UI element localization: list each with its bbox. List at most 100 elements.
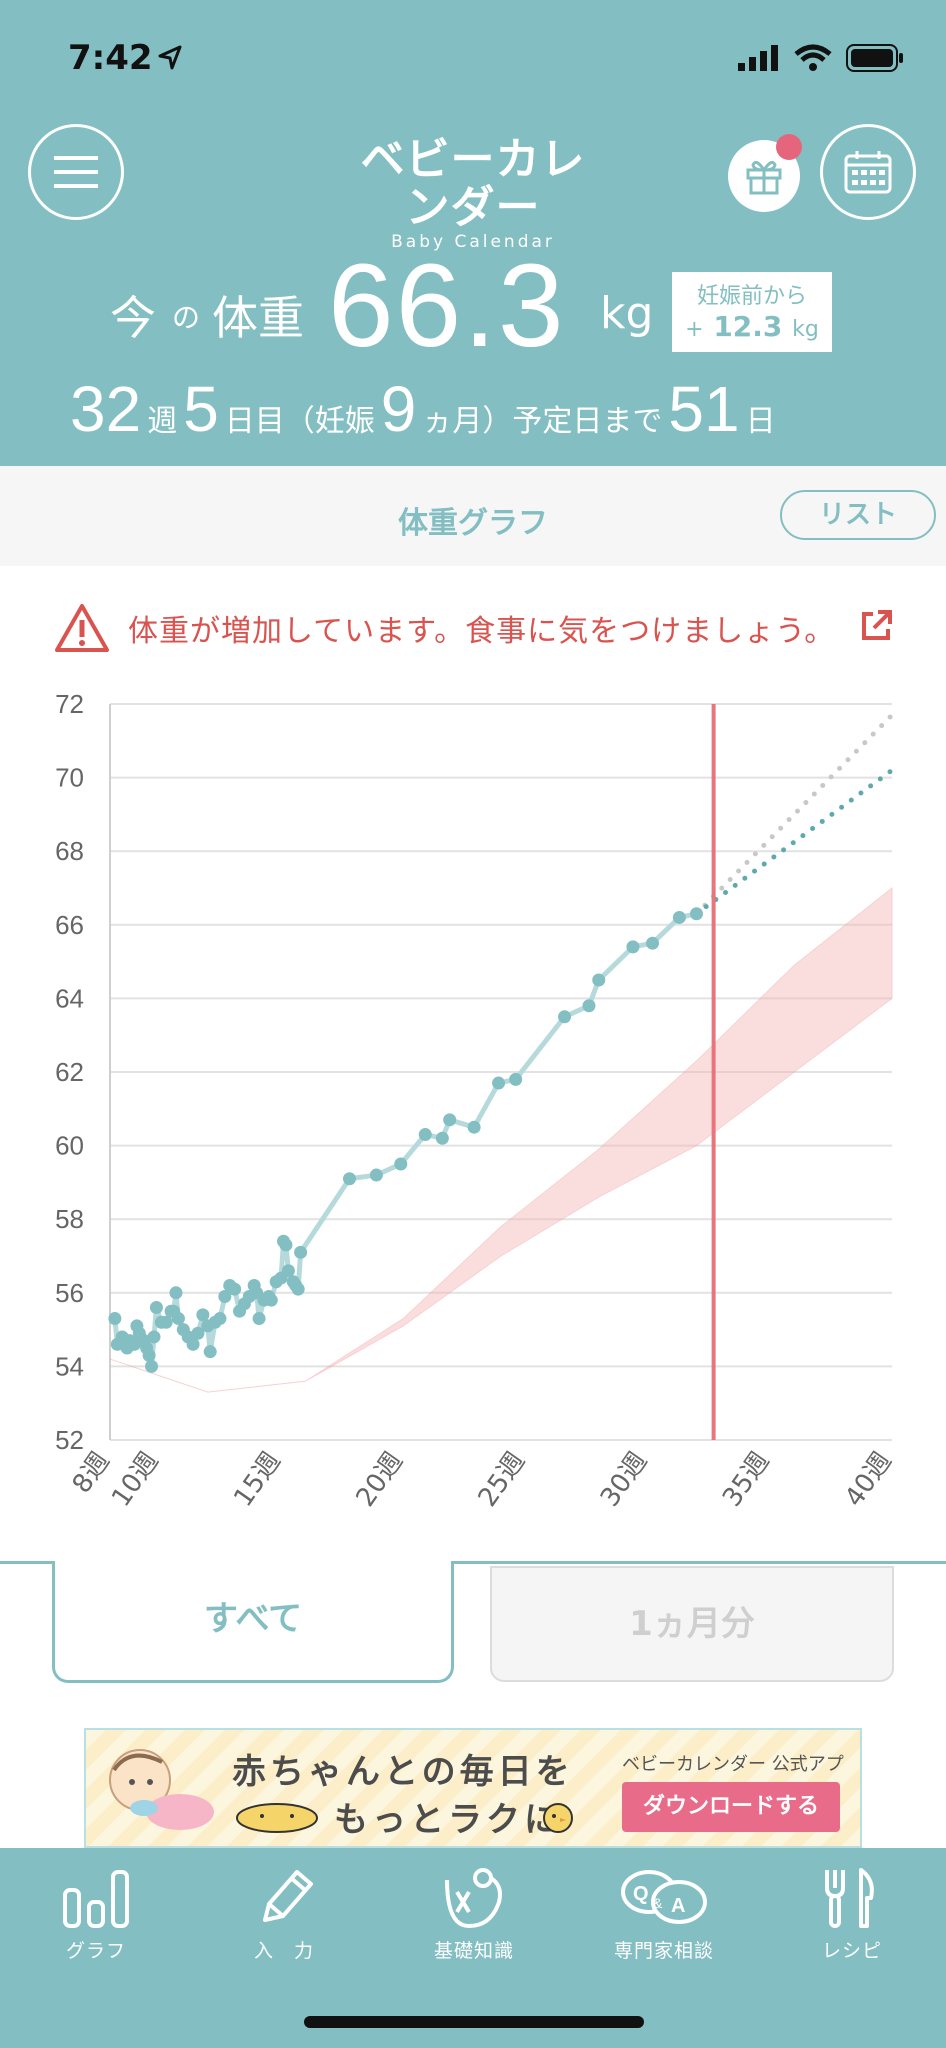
nav-recipe-label: レシピ [821, 1940, 882, 1962]
book-stork-icon [445, 1868, 502, 1929]
nav-input[interactable]: 入 力 [204, 1866, 364, 1963]
y-tick-label: 66 [55, 910, 84, 940]
nav-input-label: 入 力 [253, 1940, 314, 1962]
nav-knowledge[interactable]: 基礎知識 [394, 1866, 554, 1963]
weight-point [690, 907, 703, 921]
recommended-range-band [109, 886, 893, 1393]
gift-icon [746, 160, 782, 195]
weight-point [159, 1315, 173, 1329]
weight-point [196, 1308, 210, 1322]
y-tick-label: 56 [55, 1278, 84, 1308]
status-time: 7:42 [68, 38, 153, 78]
day-number: 5 [183, 373, 219, 445]
diff-unit: kg [792, 317, 819, 342]
diff-sign: + [685, 317, 704, 342]
x-tick-label: 20週 [351, 1447, 409, 1513]
weight-point [492, 1076, 506, 1090]
status-icons [738, 44, 904, 76]
x-tick-label: 15週 [228, 1447, 286, 1513]
forecast-line [694, 767, 895, 917]
weight-point [582, 999, 596, 1013]
y-tick-label: 72 [55, 689, 84, 719]
pregnancy-progress: 32 週 5 日目（妊娠 9 ヵ月）予定日まで 51 日 [70, 372, 782, 445]
bar-chart-icon [63, 1870, 129, 1928]
app-logo: ベビーカレンダー Baby Calendar [340, 134, 606, 253]
weight-point [509, 1072, 523, 1086]
weight-point [592, 973, 606, 987]
external-link-icon[interactable] [858, 608, 894, 644]
month-unit: ヵ月）予定日まで [422, 404, 663, 439]
weight-point [171, 1312, 185, 1326]
tab-all[interactable]: すべて [52, 1561, 454, 1683]
weight-point [394, 1157, 408, 1171]
week-number: 32 [70, 373, 142, 445]
graph-header-bar: 体重グラフ リスト [0, 466, 946, 566]
signal-icon [738, 45, 780, 75]
x-tick-label: 25週 [473, 1447, 531, 1513]
weight-point [108, 1312, 122, 1326]
qa-bubble-icon: Q & A [621, 1870, 707, 1924]
header: 7:42 ベビーカレンダー Baby Calendar [0, 0, 946, 466]
weight-point [435, 1131, 449, 1145]
weight-point [218, 1289, 232, 1303]
pencil-icon [263, 1870, 313, 1922]
week-unit: 週 [147, 404, 178, 439]
weight-point [228, 1282, 242, 1296]
weight-point [646, 936, 660, 950]
weight-point [186, 1337, 200, 1351]
y-tick-label: 70 [55, 763, 84, 793]
menu-button[interactable] [28, 124, 124, 220]
weight-point [203, 1345, 217, 1359]
nav-knowledge-label: 基礎知識 [433, 1940, 514, 1962]
y-tick-label: 64 [55, 983, 84, 1013]
warning-text: 体重が増加しています。食事に気をつけましょう。 [128, 614, 836, 649]
notification-badge [776, 134, 802, 160]
weight-point [264, 1293, 278, 1307]
nav-graph-label: グラフ [65, 1940, 126, 1962]
location-arrow-icon [156, 44, 184, 76]
banner-line-2: もっとラクに [334, 1800, 562, 1840]
x-tick-label: 30週 [595, 1447, 653, 1513]
weight-point [142, 1348, 156, 1362]
weight-point [291, 1282, 305, 1296]
svg-text:&: & [653, 1895, 663, 1911]
calendar-button[interactable] [820, 124, 916, 220]
download-button[interactable]: ダウンロードする [622, 1782, 840, 1832]
x-tick-label: 35週 [717, 1447, 775, 1513]
app-download-banner[interactable]: 赤ちゃんとの毎日を もっとラクに ベビーカレンダー 公式アプリ ダウンロードする [84, 1728, 862, 1848]
list-button[interactable]: リスト [780, 490, 936, 540]
weight-point [213, 1312, 227, 1326]
weight-point [169, 1286, 183, 1300]
weight-label: 体重 [212, 291, 304, 345]
weight-point [467, 1120, 481, 1134]
forecast-upper-line [694, 712, 895, 917]
weight-point [342, 1172, 356, 1186]
nav-recipe[interactable]: レシピ [772, 1866, 932, 1963]
warning-icon [55, 604, 109, 652]
weight-point [369, 1168, 383, 1182]
weight-point [443, 1113, 457, 1127]
weight-diff-box: 妊娠前から + 12.3 kg [672, 272, 832, 352]
y-tick-label: 58 [55, 1204, 84, 1234]
x-tick-label: 10週 [106, 1447, 164, 1513]
weight-warning[interactable]: 体重が増加しています。食事に気をつけましょう。 [54, 600, 894, 656]
days-left-unit: 日 [745, 404, 776, 439]
hamburger-icon [54, 156, 98, 188]
svg-text:A: A [671, 1895, 685, 1917]
y-tick-label: 52 [55, 1425, 84, 1455]
weight-point [279, 1238, 293, 1252]
day-unit: 日目（妊娠 [224, 404, 375, 439]
nav-graph[interactable]: グラフ [16, 1866, 176, 1963]
current-weight: 66.3 [328, 240, 566, 372]
y-tick-label: 54 [55, 1351, 84, 1381]
wifi-icon [794, 44, 832, 76]
logo-jp: ベビーカレンダー [360, 134, 586, 233]
weight-label-no: の [172, 301, 201, 334]
tab-one-month[interactable]: 1ヵ月分 [490, 1566, 894, 1682]
weight-point [672, 910, 686, 924]
diff-value-row: + 12.3 kg [672, 310, 832, 343]
nav-expert[interactable]: Q & A 専門家相談 [584, 1866, 744, 1963]
bottom-nav: グラフ 入 力 基礎知識 Q & A 専門家相談 [0, 1848, 946, 2048]
diff-value: 12.3 [713, 310, 783, 343]
